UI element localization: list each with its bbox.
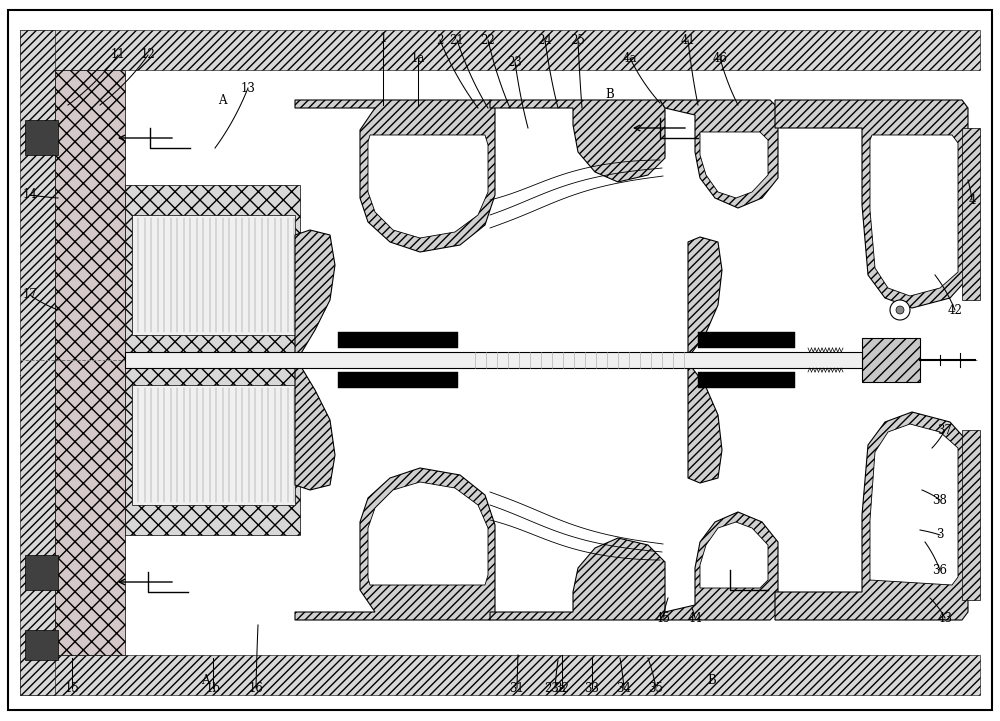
Text: 2: 2 bbox=[436, 33, 444, 46]
Polygon shape bbox=[20, 30, 980, 70]
Polygon shape bbox=[125, 352, 862, 368]
Text: 23: 23 bbox=[508, 56, 522, 68]
Polygon shape bbox=[962, 430, 980, 600]
Text: 13: 13 bbox=[241, 81, 255, 94]
Text: 1a: 1a bbox=[411, 51, 425, 64]
Polygon shape bbox=[698, 332, 795, 348]
Text: 23a: 23a bbox=[544, 681, 566, 694]
Polygon shape bbox=[295, 100, 495, 252]
Text: 12: 12 bbox=[141, 48, 155, 61]
Polygon shape bbox=[688, 360, 722, 483]
Polygon shape bbox=[368, 135, 488, 238]
Polygon shape bbox=[870, 135, 958, 296]
Text: 11: 11 bbox=[111, 48, 125, 61]
Polygon shape bbox=[295, 468, 495, 620]
Text: 3: 3 bbox=[936, 528, 944, 541]
Text: 31: 31 bbox=[510, 681, 524, 694]
Text: B: B bbox=[606, 89, 614, 102]
Polygon shape bbox=[870, 424, 958, 585]
Polygon shape bbox=[20, 655, 980, 695]
Text: 41: 41 bbox=[681, 33, 695, 46]
Text: 43: 43 bbox=[938, 611, 952, 624]
Circle shape bbox=[890, 300, 910, 320]
Text: 45: 45 bbox=[656, 611, 670, 624]
Polygon shape bbox=[295, 230, 335, 360]
Polygon shape bbox=[962, 128, 980, 300]
Polygon shape bbox=[338, 372, 458, 388]
Polygon shape bbox=[660, 100, 778, 208]
Polygon shape bbox=[490, 100, 665, 182]
Polygon shape bbox=[862, 338, 920, 382]
Text: 22: 22 bbox=[481, 33, 495, 46]
Text: 1: 1 bbox=[379, 32, 387, 45]
Text: A: A bbox=[218, 94, 226, 107]
Text: 33: 33 bbox=[584, 681, 600, 694]
Text: 15: 15 bbox=[65, 681, 79, 694]
Polygon shape bbox=[660, 512, 778, 620]
Polygon shape bbox=[132, 385, 295, 505]
Text: 44: 44 bbox=[688, 611, 702, 624]
Text: 16: 16 bbox=[249, 681, 263, 694]
Text: 36: 36 bbox=[932, 564, 948, 577]
Text: 37: 37 bbox=[938, 423, 952, 436]
Polygon shape bbox=[688, 237, 722, 360]
Polygon shape bbox=[490, 538, 665, 620]
Text: 14: 14 bbox=[23, 188, 37, 201]
Circle shape bbox=[896, 306, 904, 314]
Polygon shape bbox=[20, 30, 55, 695]
Text: 24: 24 bbox=[538, 33, 552, 46]
Text: 34: 34 bbox=[616, 681, 632, 694]
Polygon shape bbox=[55, 70, 125, 655]
Polygon shape bbox=[775, 100, 968, 308]
Polygon shape bbox=[125, 185, 300, 535]
Text: 17: 17 bbox=[23, 288, 37, 301]
Text: B: B bbox=[708, 673, 716, 686]
Text: A: A bbox=[201, 673, 209, 686]
Polygon shape bbox=[25, 555, 58, 590]
Polygon shape bbox=[700, 132, 768, 198]
Text: 25: 25 bbox=[571, 33, 585, 46]
Polygon shape bbox=[132, 215, 295, 335]
Text: 38: 38 bbox=[933, 493, 947, 506]
Polygon shape bbox=[25, 120, 58, 155]
Text: 4: 4 bbox=[968, 193, 976, 206]
Text: 46: 46 bbox=[712, 51, 728, 64]
Polygon shape bbox=[698, 372, 795, 388]
Polygon shape bbox=[700, 522, 768, 588]
Text: 42: 42 bbox=[948, 304, 962, 317]
Polygon shape bbox=[775, 412, 968, 620]
Polygon shape bbox=[368, 482, 488, 585]
Text: 32: 32 bbox=[555, 681, 569, 694]
Text: 35: 35 bbox=[648, 681, 664, 694]
Text: 21: 21 bbox=[450, 33, 464, 46]
Polygon shape bbox=[338, 332, 458, 348]
Polygon shape bbox=[25, 630, 58, 660]
Text: 4a: 4a bbox=[623, 51, 637, 64]
Polygon shape bbox=[295, 360, 335, 490]
Text: 1b: 1b bbox=[206, 681, 220, 694]
